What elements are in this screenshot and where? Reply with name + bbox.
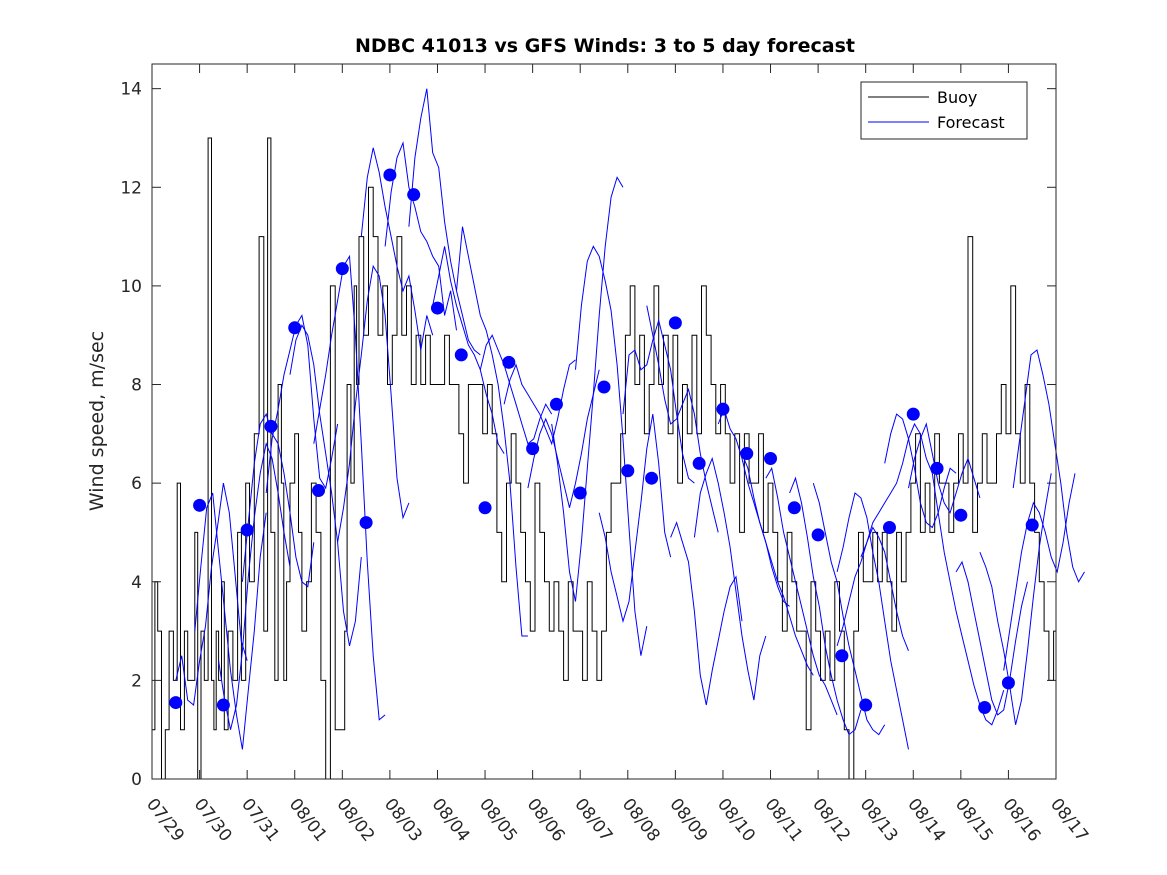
forecast-marker <box>764 452 777 465</box>
y-tick-label: 4 <box>131 573 142 593</box>
forecast-marker <box>217 699 230 712</box>
forecast-marker <box>954 509 967 522</box>
forecast-marker <box>931 462 944 475</box>
y-tick-label: 6 <box>131 474 142 494</box>
legend-buoy-label: Buoy <box>937 88 977 107</box>
forecast-marker <box>978 701 991 714</box>
forecast-marker <box>455 348 468 361</box>
forecast-marker <box>788 501 801 514</box>
forecast-marker <box>550 398 563 411</box>
forecast-marker <box>169 696 182 709</box>
x-tick-label: 08/14 <box>903 795 949 846</box>
x-tick-label: 08/03 <box>380 795 426 846</box>
x-tick-label: 08/08 <box>618 795 664 846</box>
y-tick-label: 10 <box>120 277 142 297</box>
x-tick-label: 08/04 <box>428 795 474 846</box>
x-tick-label: 08/07 <box>570 795 616 846</box>
forecast-marker <box>241 523 254 536</box>
forecast-marker <box>621 464 634 477</box>
forecast-marker <box>907 408 920 421</box>
x-tick-label: 08/17 <box>1046 795 1092 846</box>
x-tick-label: 08/01 <box>285 795 331 846</box>
y-tick-label: 2 <box>131 671 142 691</box>
x-tick-label: 08/06 <box>523 795 569 846</box>
forecast-marker <box>883 521 896 534</box>
x-tick-label: 08/16 <box>998 795 1044 846</box>
forecast-marker <box>479 501 492 514</box>
y-axis-label: Wind speed, m/sec <box>86 331 108 511</box>
forecast-marker <box>812 528 825 541</box>
y-tick-label: 8 <box>131 376 142 396</box>
forecast-marker <box>431 302 444 315</box>
x-tick-label: 08/10 <box>713 795 759 846</box>
forecast-marker <box>1026 519 1039 532</box>
legend-forecast-label: Forecast <box>937 113 1005 132</box>
forecast-marker <box>716 403 729 416</box>
forecast-marker <box>526 442 539 455</box>
y-tick-label: 14 <box>120 80 142 100</box>
x-tick-label: 08/05 <box>475 795 521 846</box>
forecast-marker <box>407 188 420 201</box>
y-tick-label: 12 <box>120 178 142 198</box>
x-tick-label: 08/13 <box>856 795 902 846</box>
x-tick-label: 07/29 <box>142 795 188 846</box>
forecast-marker <box>835 649 848 662</box>
forecast-marker <box>502 356 515 369</box>
x-tick-label: 07/30 <box>190 795 236 846</box>
x-tick-label: 07/31 <box>237 795 283 846</box>
forecast-marker <box>312 484 325 497</box>
forecast-marker <box>645 472 658 485</box>
forecast-marker <box>598 380 611 393</box>
wind-chart: NDBC 41013 vs GFS Winds: 3 to 5 day fore… <box>0 0 1167 875</box>
y-tick-label: 0 <box>131 770 142 790</box>
x-tick-label: 08/02 <box>332 795 378 846</box>
forecast-marker <box>288 321 301 334</box>
x-tick-label: 08/12 <box>808 795 854 846</box>
forecast-marker <box>264 420 277 433</box>
x-tick-label: 08/09 <box>665 795 711 846</box>
x-tick-label: 08/15 <box>951 795 997 846</box>
forecast-marker <box>669 316 682 329</box>
plot-background <box>152 64 1056 779</box>
forecast-marker <box>574 487 587 500</box>
forecast-marker <box>336 262 349 275</box>
legend: Buoy Forecast <box>861 82 1027 139</box>
forecast-marker <box>859 699 872 712</box>
x-tick-label: 08/11 <box>761 795 807 846</box>
forecast-marker <box>193 499 206 512</box>
forecast-marker <box>693 457 706 470</box>
forecast-marker <box>740 447 753 460</box>
forecast-marker <box>1002 676 1015 689</box>
chart-title: NDBC 41013 vs GFS Winds: 3 to 5 day fore… <box>355 35 855 57</box>
plot-area <box>152 64 1085 779</box>
forecast-marker <box>383 168 396 181</box>
forecast-marker <box>360 516 373 529</box>
